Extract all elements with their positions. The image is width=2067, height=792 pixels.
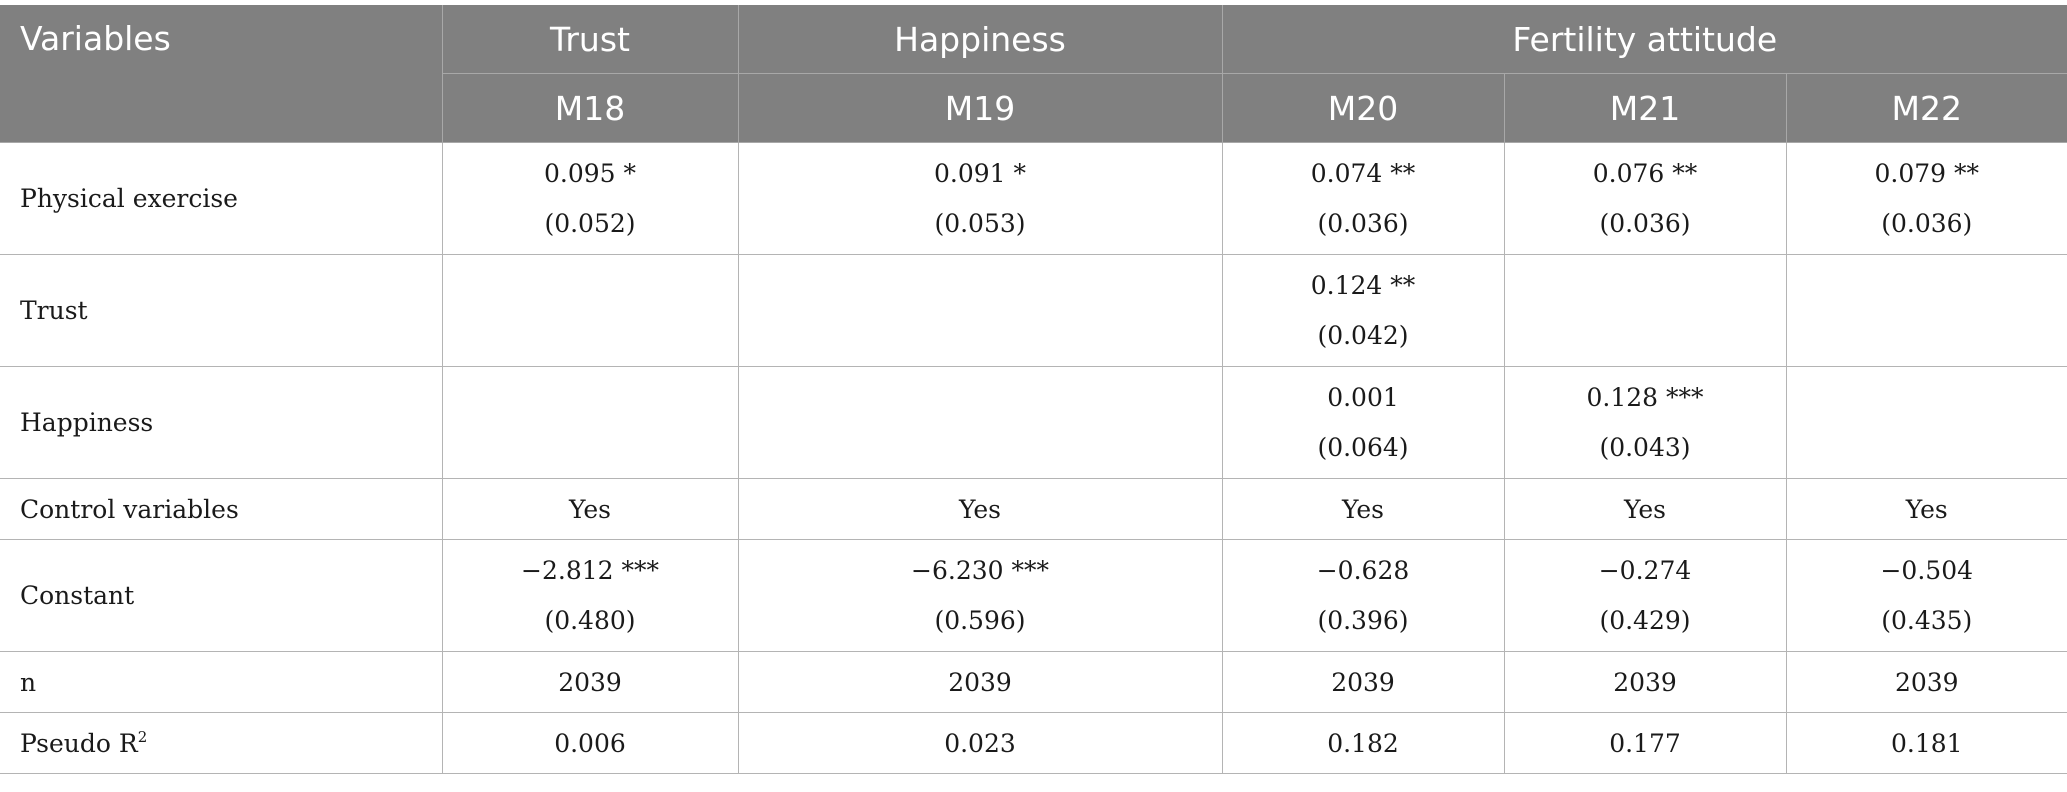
table-cell: −0.628 (0.396) <box>1221 539 1504 652</box>
std-error: (0.052) <box>544 208 636 238</box>
table-cell <box>737 254 1222 367</box>
row-label: Happiness <box>0 366 442 479</box>
header-model-m22: M22 <box>1785 73 2067 143</box>
std-error: (0.036) <box>1599 208 1691 238</box>
regression-table: Variables Trust Happiness Fertility atti… <box>0 5 2067 774</box>
header-model-m20: M20 <box>1221 73 1504 143</box>
table-body: Physical exercise 0.095 * (0.052) 0.091 *… <box>0 142 2067 774</box>
table-cell: 2039 <box>1221 651 1504 713</box>
table-cell: 0.128 *** (0.043) <box>1503 366 1786 479</box>
table-cell: 0.091 * (0.053) <box>737 142 1222 255</box>
table-cell: 0.124 ** (0.042) <box>1221 254 1504 367</box>
table-cell: −6.230 *** (0.596) <box>737 539 1222 652</box>
header-variables: Variables <box>0 5 442 143</box>
coefficient: −0.628 <box>1316 555 1410 585</box>
coefficient: 0.074 ** <box>1310 158 1416 188</box>
std-error: (0.043) <box>1599 432 1691 462</box>
table-cell: 0.001 (0.064) <box>1221 366 1504 479</box>
table-header: Variables Trust Happiness Fertility atti… <box>0 5 2067 143</box>
table-cell <box>737 366 1222 479</box>
row-label: Constant <box>0 539 442 652</box>
row-label: Physical exercise <box>0 142 442 255</box>
table-cell: Yes <box>737 478 1222 540</box>
table-cell: 0.074 ** (0.036) <box>1221 142 1504 255</box>
coefficient: −0.504 <box>1880 555 1974 585</box>
table-cell <box>1785 254 2067 367</box>
table-cell: 0.095 * (0.052) <box>441 142 738 255</box>
table-cell <box>441 366 738 479</box>
header-model-m19: M19 <box>737 73 1222 143</box>
table-cell: 2039 <box>1785 651 2067 713</box>
std-error: (0.064) <box>1317 432 1409 462</box>
std-error: (0.396) <box>1317 605 1409 635</box>
table-cell: Yes <box>1503 478 1786 540</box>
table-cell: 0.076 ** (0.036) <box>1503 142 1786 255</box>
superscript: 2 <box>137 728 148 746</box>
row-label: Pseudo R2 <box>0 712 442 774</box>
std-error: (0.596) <box>934 605 1026 635</box>
header-group-happiness: Happiness <box>737 5 1222 74</box>
coefficient: 0.079 ** <box>1874 158 1980 188</box>
table-cell <box>1503 254 1786 367</box>
coefficient: 0.095 * <box>543 158 637 188</box>
std-error: (0.036) <box>1881 208 1973 238</box>
table-cell <box>1785 366 2067 479</box>
table-row: Physical exercise 0.095 * (0.052) 0.091 *… <box>0 142 2067 255</box>
table-cell <box>441 254 738 367</box>
coefficient: 0.091 * <box>933 158 1027 188</box>
table-cell: 0.006 <box>441 712 738 774</box>
table-cell: 0.177 <box>1503 712 1786 774</box>
coefficient: −2.812 *** <box>521 555 659 585</box>
table-cell: 0.079 ** (0.036) <box>1785 142 2067 255</box>
table-row: Pseudo R2 0.006 0.023 0.182 0.177 0.181 <box>0 712 2067 774</box>
table-row: Control variables Yes Yes Yes Yes Yes <box>0 478 2067 540</box>
table-cell: Yes <box>1221 478 1504 540</box>
coefficient: −6.230 *** <box>911 555 1049 585</box>
coefficient: 0.001 <box>1327 382 1399 412</box>
table-cell: 0.023 <box>737 712 1222 774</box>
std-error: (0.435) <box>1881 605 1973 635</box>
header-group-trust: Trust <box>441 5 738 74</box>
table-cell: −0.504 (0.435) <box>1785 539 2067 652</box>
row-label-text: Pseudo R <box>20 729 138 758</box>
table-cell: 0.181 <box>1785 712 2067 774</box>
row-label: n <box>0 651 442 713</box>
row-label: Trust <box>0 254 442 367</box>
table-row: Happiness 0.001 (0.064) 0.128 *** (0.043) <box>0 366 2067 479</box>
table-cell: −0.274 (0.429) <box>1503 539 1786 652</box>
row-label: Control variables <box>0 478 442 540</box>
coefficient: −0.274 <box>1598 555 1692 585</box>
table-row: n 2039 2039 2039 2039 2039 <box>0 651 2067 713</box>
table-cell: 2039 <box>737 651 1222 713</box>
header-row-models: M18 M19 M20 M21 M22 <box>0 73 2067 143</box>
coefficient: 0.128 *** <box>1586 382 1704 412</box>
coefficient: 0.124 ** <box>1310 270 1416 300</box>
std-error: (0.053) <box>934 208 1026 238</box>
table-cell: Yes <box>441 478 738 540</box>
std-error: (0.480) <box>544 605 636 635</box>
header-row-groups: Variables Trust Happiness Fertility atti… <box>0 5 2067 143</box>
std-error: (0.036) <box>1317 208 1409 238</box>
table-cell: −2.812 *** (0.480) <box>441 539 738 652</box>
table-cell: 2039 <box>1503 651 1786 713</box>
table-row: Constant −2.812 *** (0.480) −6.230 *** (0.… <box>0 539 2067 652</box>
std-error: (0.042) <box>1317 320 1409 350</box>
table-cell: Yes <box>1785 478 2067 540</box>
table-cell: 0.182 <box>1221 712 1504 774</box>
header-model-m21: M21 <box>1503 73 1786 143</box>
coefficient: 0.076 ** <box>1592 158 1698 188</box>
header-group-fertility-attitude: Fertility attitude <box>1221 5 2067 74</box>
table-row: Trust 0.124 ** (0.042) <box>0 254 2067 367</box>
std-error: (0.429) <box>1599 605 1691 635</box>
header-model-m18: M18 <box>441 73 738 143</box>
table-cell: 2039 <box>441 651 738 713</box>
